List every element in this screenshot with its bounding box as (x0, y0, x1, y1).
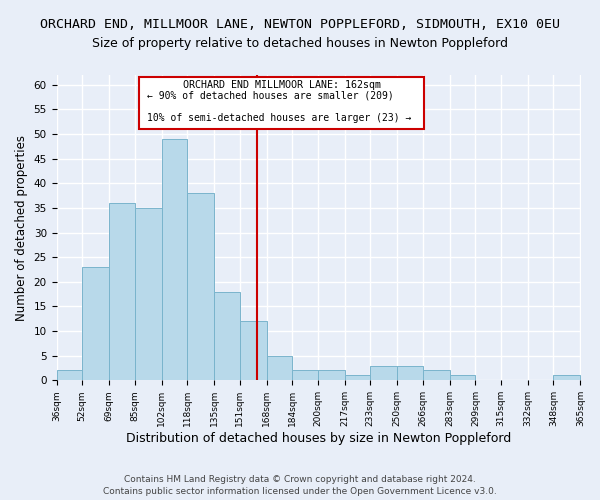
Text: 10% of semi-detached houses are larger (23) →: 10% of semi-detached houses are larger (… (148, 114, 412, 124)
Bar (292, 370, 318, 380)
Text: ORCHARD END, MILLMOOR LANE, NEWTON POPPLEFORD, SIDMOUTH, EX10 0EU: ORCHARD END, MILLMOOR LANE, NEWTON POPPL… (40, 18, 560, 30)
Bar (553, 376, 580, 380)
Bar (267, 356, 292, 380)
Bar (370, 366, 397, 380)
Text: ORCHARD END MILLMOOR LANE: 162sqm: ORCHARD END MILLMOOR LANE: 162sqm (183, 80, 381, 90)
Bar (397, 366, 423, 380)
Text: ← 90% of detached houses are smaller (209): ← 90% of detached houses are smaller (20… (148, 90, 394, 101)
Bar (318, 370, 345, 380)
Y-axis label: Number of detached properties: Number of detached properties (15, 134, 28, 320)
Bar (161, 139, 187, 380)
Text: Contains public sector information licensed under the Open Government Licence v3: Contains public sector information licen… (103, 486, 497, 496)
Bar (56, 370, 82, 380)
Bar (450, 376, 475, 380)
X-axis label: Distribution of detached houses by size in Newton Poppleford: Distribution of detached houses by size … (126, 432, 511, 445)
Bar (109, 203, 134, 380)
Bar (82, 267, 109, 380)
Bar (134, 208, 161, 380)
Bar (187, 193, 214, 380)
Bar (214, 292, 239, 380)
Bar (423, 370, 450, 380)
Bar (139, 78, 424, 129)
Bar (239, 321, 267, 380)
Text: Contains HM Land Registry data © Crown copyright and database right 2024.: Contains HM Land Registry data © Crown c… (124, 474, 476, 484)
Text: Size of property relative to detached houses in Newton Poppleford: Size of property relative to detached ho… (92, 38, 508, 51)
Bar (345, 376, 370, 380)
